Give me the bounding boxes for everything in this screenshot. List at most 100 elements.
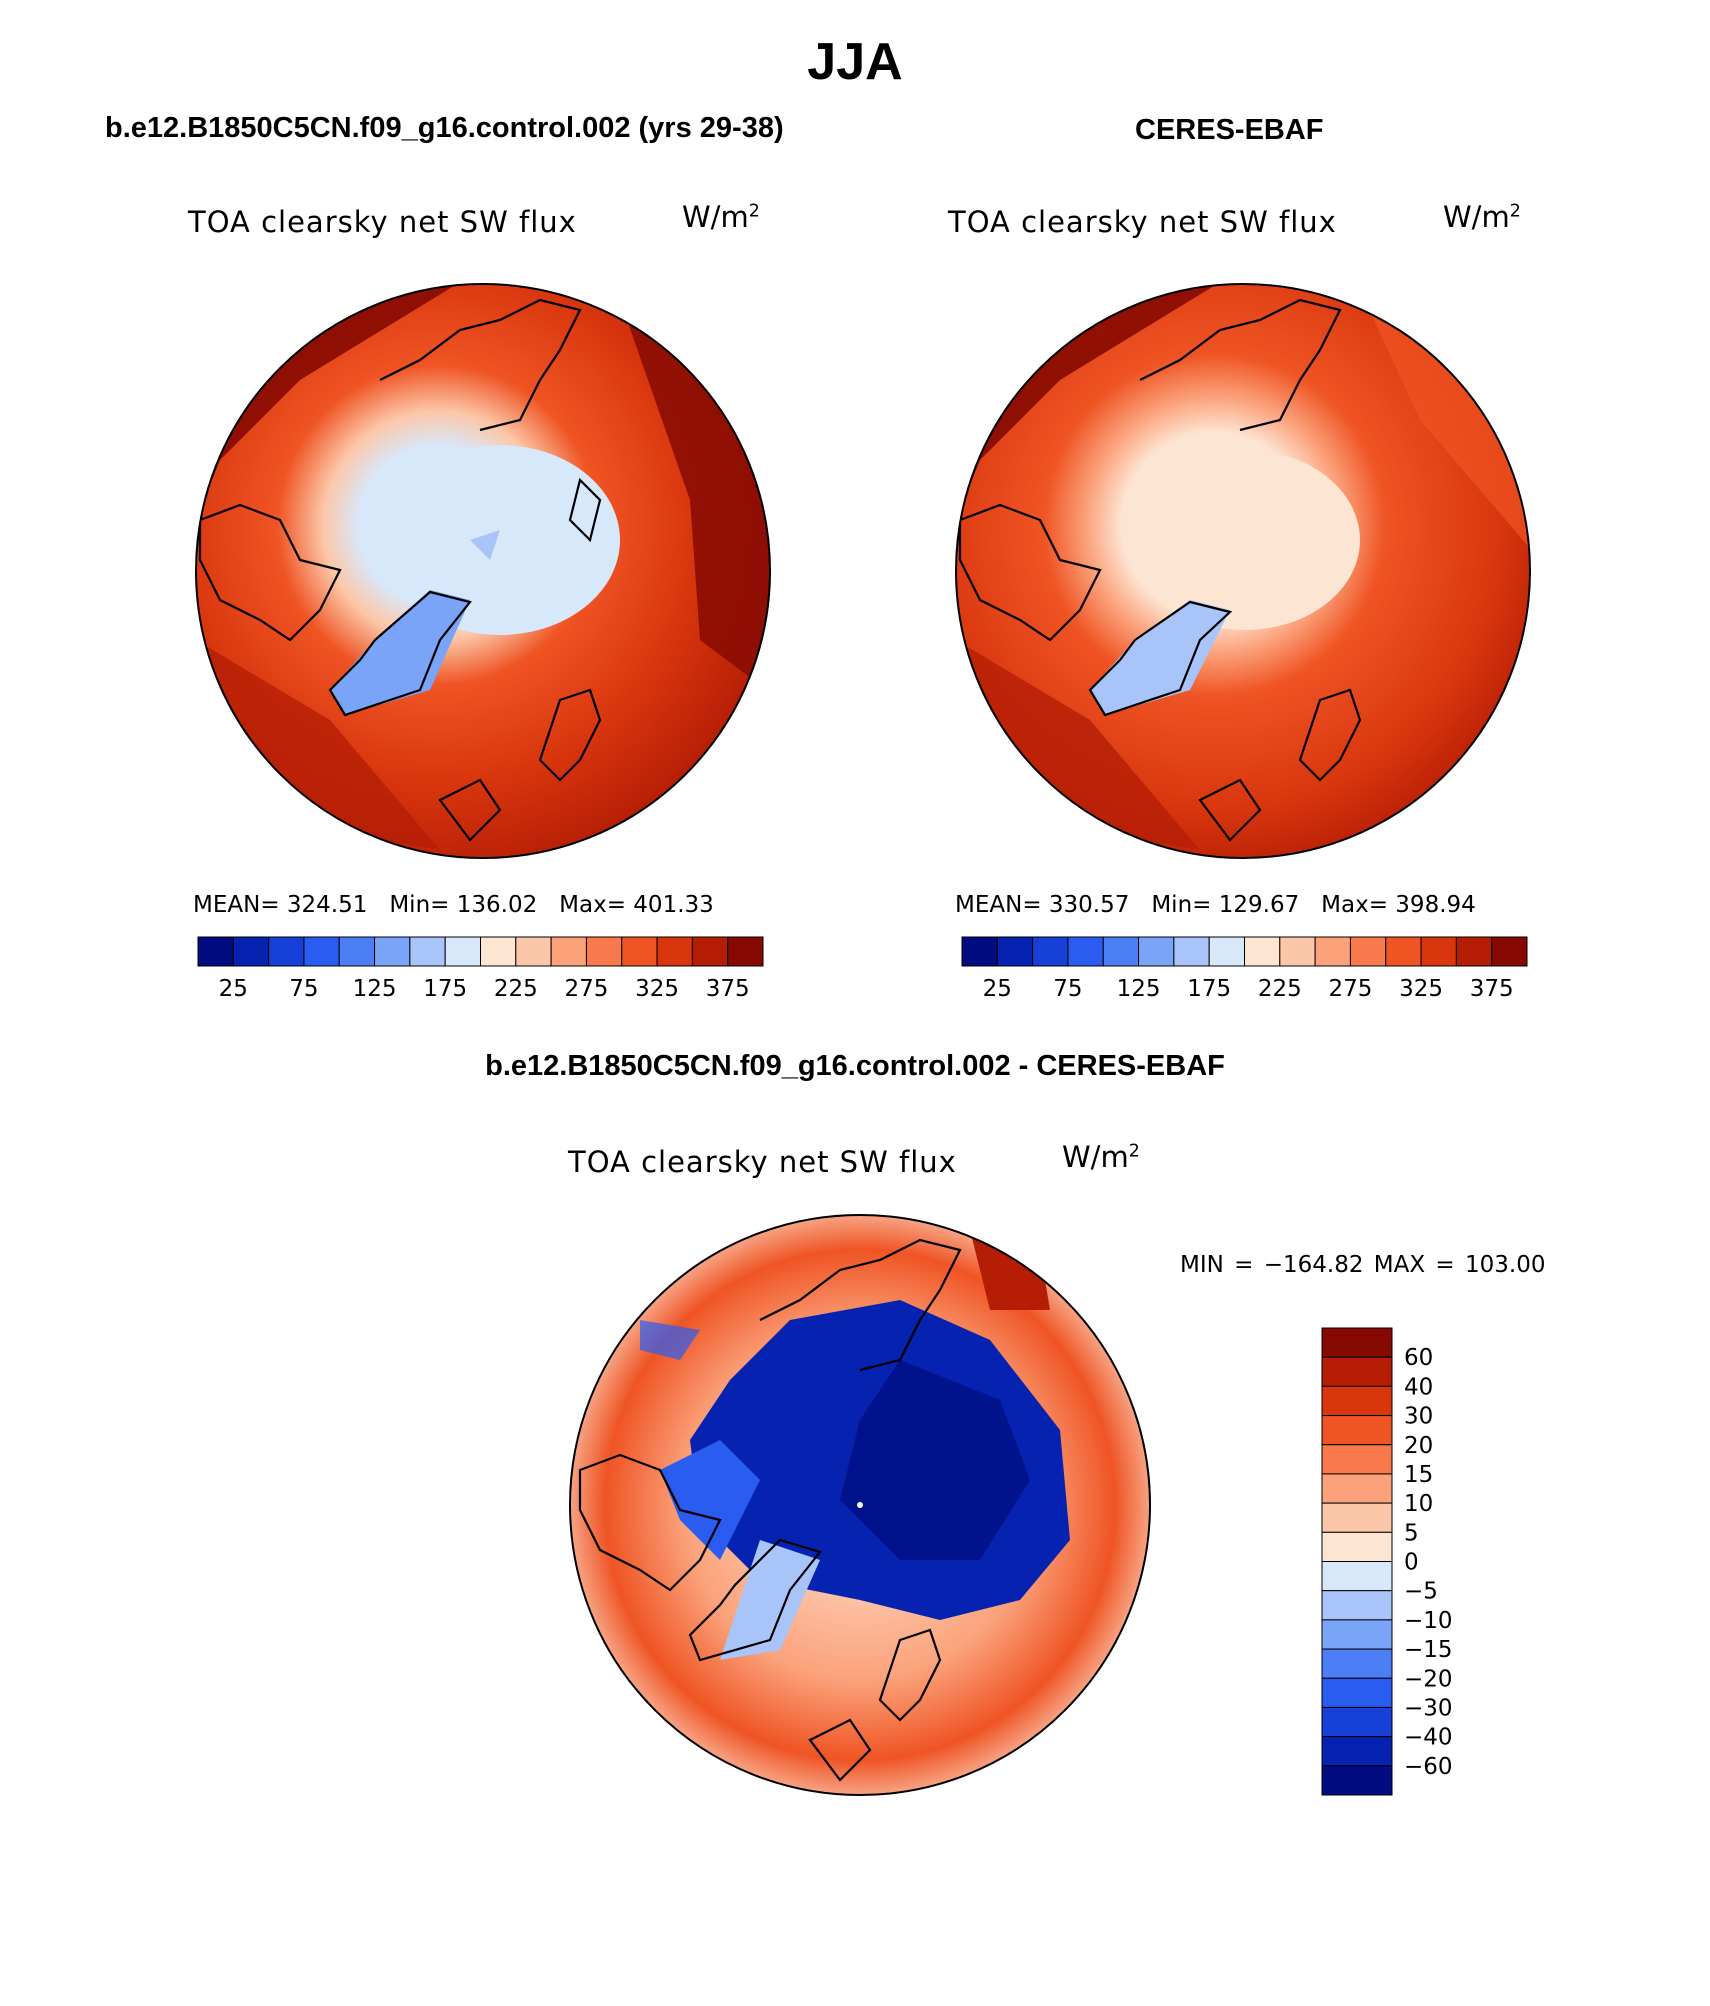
panel3-colorbar-cell xyxy=(1321,1765,1393,1796)
panel1-field-title: TOA clearsky net SW flux xyxy=(188,205,577,239)
panel1-colorbar-tick-label: 75 xyxy=(289,976,318,1002)
panel2-stats: MEAN= 330.57 Min= 129.67 Max= 398.94 xyxy=(955,892,1476,918)
panel1-colorbar-cell xyxy=(303,936,340,967)
panel1-colorbar-cell xyxy=(268,936,305,967)
panel3-units-base: W/m xyxy=(1062,1140,1129,1174)
panel3-units-exp: 2 xyxy=(1128,1141,1140,1162)
panel2-header: CERES-EBAF xyxy=(1135,114,1324,146)
panel2-colorbar-cell xyxy=(1385,936,1422,967)
panel3-colorbar-cell xyxy=(1321,1736,1393,1767)
panel1-colorbar-tick-label: 375 xyxy=(706,976,750,1002)
panel2-field-title: TOA clearsky net SW flux xyxy=(948,205,1337,239)
panel1-colorbar-tick-label: 125 xyxy=(353,976,397,1002)
panel1-stats: MEAN= 324.51 Min= 136.02 Max= 401.33 xyxy=(193,892,714,918)
panel1-header: b.e12.B1850C5CN.f09_g16.control.002 (yrs… xyxy=(105,112,784,144)
panel1-mean: 324.51 xyxy=(286,892,368,918)
panel2-mean: 330.57 xyxy=(1048,892,1130,918)
panel3-colorbar-cell xyxy=(1321,1706,1393,1738)
panel1-colorbar-tick-label: 225 xyxy=(494,976,538,1002)
panel3-colorbar-cell xyxy=(1321,1385,1393,1417)
panel1-units-exp: 2 xyxy=(748,201,760,222)
panel1-colorbar-tick-label: 25 xyxy=(219,976,248,1002)
panel2-units: W/m2 xyxy=(1443,200,1521,234)
panel3-colorbar-cell xyxy=(1321,1648,1393,1679)
panel3-minmax: MIN = −164.82 MAX = 103.00 xyxy=(1180,1252,1546,1278)
panel3-colorbar-tick-label: 10 xyxy=(1404,1491,1433,1517)
panel3-colorbar-cell xyxy=(1321,1502,1393,1533)
panel1-colorbar-cell xyxy=(374,936,411,967)
panel2-colorbar-cell xyxy=(1420,936,1457,967)
panel3-colorbar-tick-label: −40 xyxy=(1404,1725,1453,1751)
panel2-colorbar-cell xyxy=(1067,936,1104,967)
panel3-field-title: TOA clearsky net SW flux xyxy=(568,1145,957,1179)
panel3-colorbar-cell xyxy=(1321,1327,1393,1358)
panel2-max: 398.94 xyxy=(1395,892,1476,918)
north-pole-dot xyxy=(857,1502,863,1508)
panel2-colorbar-cell xyxy=(1279,936,1316,967)
panel1-colorbar-cell xyxy=(515,936,552,967)
panel2-colorbar-cell xyxy=(1138,936,1175,967)
panel1-colorbar-cell xyxy=(585,936,623,967)
panel2-colorbar-cell xyxy=(1455,936,1493,967)
panel3-colorbar-tick-label: 0 xyxy=(1404,1550,1419,1576)
panel3-colorbar-cell xyxy=(1321,1561,1393,1592)
panel1-max: 401.33 xyxy=(633,892,714,918)
panel3-colorbar-tick-label: −20 xyxy=(1404,1666,1453,1692)
panel3-colorbar-cell xyxy=(1321,1531,1393,1562)
figure-title: JJA xyxy=(807,33,903,91)
panel1-units: W/m2 xyxy=(682,200,760,234)
panel3-colorbar-cell xyxy=(1321,1619,1393,1650)
panel1-mean-label: MEAN= xyxy=(193,892,280,918)
panel1-colorbar-cell xyxy=(480,936,517,967)
panel3-colorbar-tick-label: 20 xyxy=(1404,1433,1433,1459)
panel2-colorbar-cell xyxy=(961,936,998,967)
panel2-colorbar-cell xyxy=(1102,936,1140,967)
panel1-colorbar-tick-label: 325 xyxy=(635,976,679,1002)
panel2-max-label: Max= xyxy=(1321,892,1388,918)
panel2-colorbar-cell xyxy=(1173,936,1210,967)
panel2-colorbar-tick-label: 25 xyxy=(983,976,1012,1002)
panel2-map xyxy=(955,283,1531,859)
panel1-colorbar-tick-label: 175 xyxy=(423,976,467,1002)
panel3-colorbar-tick-label: −15 xyxy=(1404,1637,1453,1663)
panel1-colorbar-cell xyxy=(197,936,234,967)
panel2-colorbar-cell xyxy=(1491,936,1528,967)
panel1-colorbar-cell xyxy=(727,936,764,967)
panel3-colorbar-tick-label: 30 xyxy=(1404,1404,1433,1430)
panel3-colorbar-tick-label: 60 xyxy=(1404,1345,1433,1371)
panel1-colorbar-cell xyxy=(409,936,446,967)
panel2-colorbar-tick-label: 175 xyxy=(1187,976,1231,1002)
panel3-colorbar-tick-label: −5 xyxy=(1404,1579,1438,1605)
panel1-colorbar-cell xyxy=(621,936,658,967)
panel2-colorbar-tick-label: 375 xyxy=(1470,976,1514,1002)
panel2-colorbar-tick-label: 275 xyxy=(1328,976,1372,1002)
panel1-map xyxy=(195,283,771,859)
panel1-min-label: Min= xyxy=(389,892,450,918)
panel3-header: b.e12.B1850C5CN.f09_g16.control.002 - CE… xyxy=(485,1050,1225,1082)
panel1-max-label: Max= xyxy=(559,892,626,918)
panel2-colorbar: 25 75 125 175 225 275 325 375 xyxy=(961,936,1528,1002)
panel1-colorbar-cell xyxy=(691,936,729,967)
panel1-units-base: W/m xyxy=(682,200,749,234)
panel3-colorbar-cell xyxy=(1321,1444,1393,1475)
panel3-colorbar-cell xyxy=(1321,1473,1393,1504)
panel3-map xyxy=(569,1214,1151,1796)
panel2-min: 129.67 xyxy=(1218,892,1300,918)
panel2-min-label: Min= xyxy=(1151,892,1212,918)
panel3-colorbar-cell xyxy=(1321,1415,1393,1446)
panel2-colorbar-cell xyxy=(1244,936,1281,967)
panel2-colorbar-cell xyxy=(996,936,1034,967)
panel3-colorbar-cell xyxy=(1321,1590,1393,1621)
panel3-colorbar-tick-label: 15 xyxy=(1404,1462,1433,1488)
panel1-colorbar-cell xyxy=(550,936,587,967)
panel3-colorbar-tick-label: −10 xyxy=(1404,1608,1453,1634)
panel1-colorbar: 25 75 125 175 225 275 325 375 xyxy=(197,936,764,1002)
panel2-colorbar-tick-label: 225 xyxy=(1258,976,1302,1002)
panel1-colorbar-cell xyxy=(656,936,693,967)
panel3-colorbar-tick-label: 40 xyxy=(1404,1374,1433,1400)
panel2-colorbar-tick-label: 325 xyxy=(1399,976,1443,1002)
panel1-colorbar-cell xyxy=(444,936,481,967)
panel1-min: 136.02 xyxy=(456,892,538,918)
panel2-colorbar-cell xyxy=(1314,936,1351,967)
